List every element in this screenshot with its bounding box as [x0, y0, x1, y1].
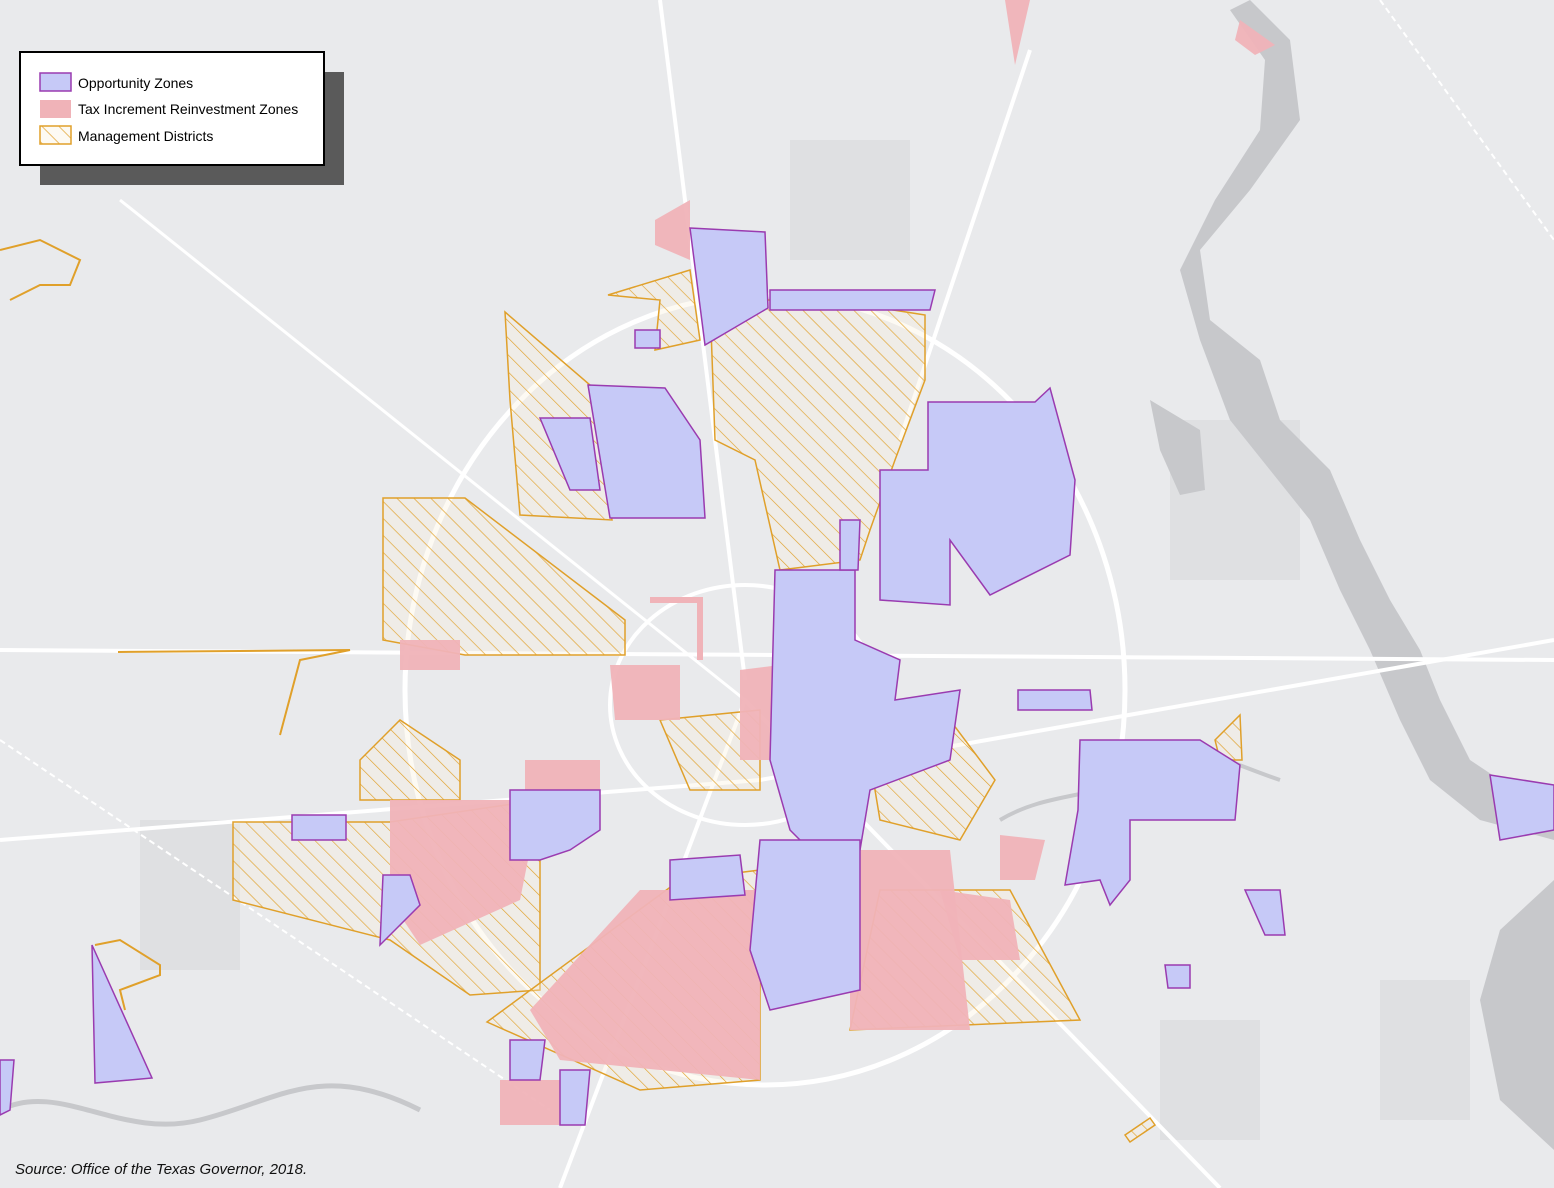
urban-areas: [140, 140, 1470, 1140]
legend-label: Management Districts: [78, 128, 213, 144]
legend-swatch: [40, 100, 71, 118]
legend-swatch: [39, 125, 72, 145]
legend: Opportunity Zones Tax Increment Reinvest…: [19, 51, 344, 185]
legend-label: Opportunity Zones: [78, 75, 193, 91]
opportunity-zones: [0, 227, 1554, 1126]
legend-swatch: [39, 72, 72, 92]
source-note: Source: Office of the Texas Governor, 20…: [15, 1161, 307, 1178]
legend-label: Tax Increment Reinvestment Zones: [78, 101, 298, 117]
